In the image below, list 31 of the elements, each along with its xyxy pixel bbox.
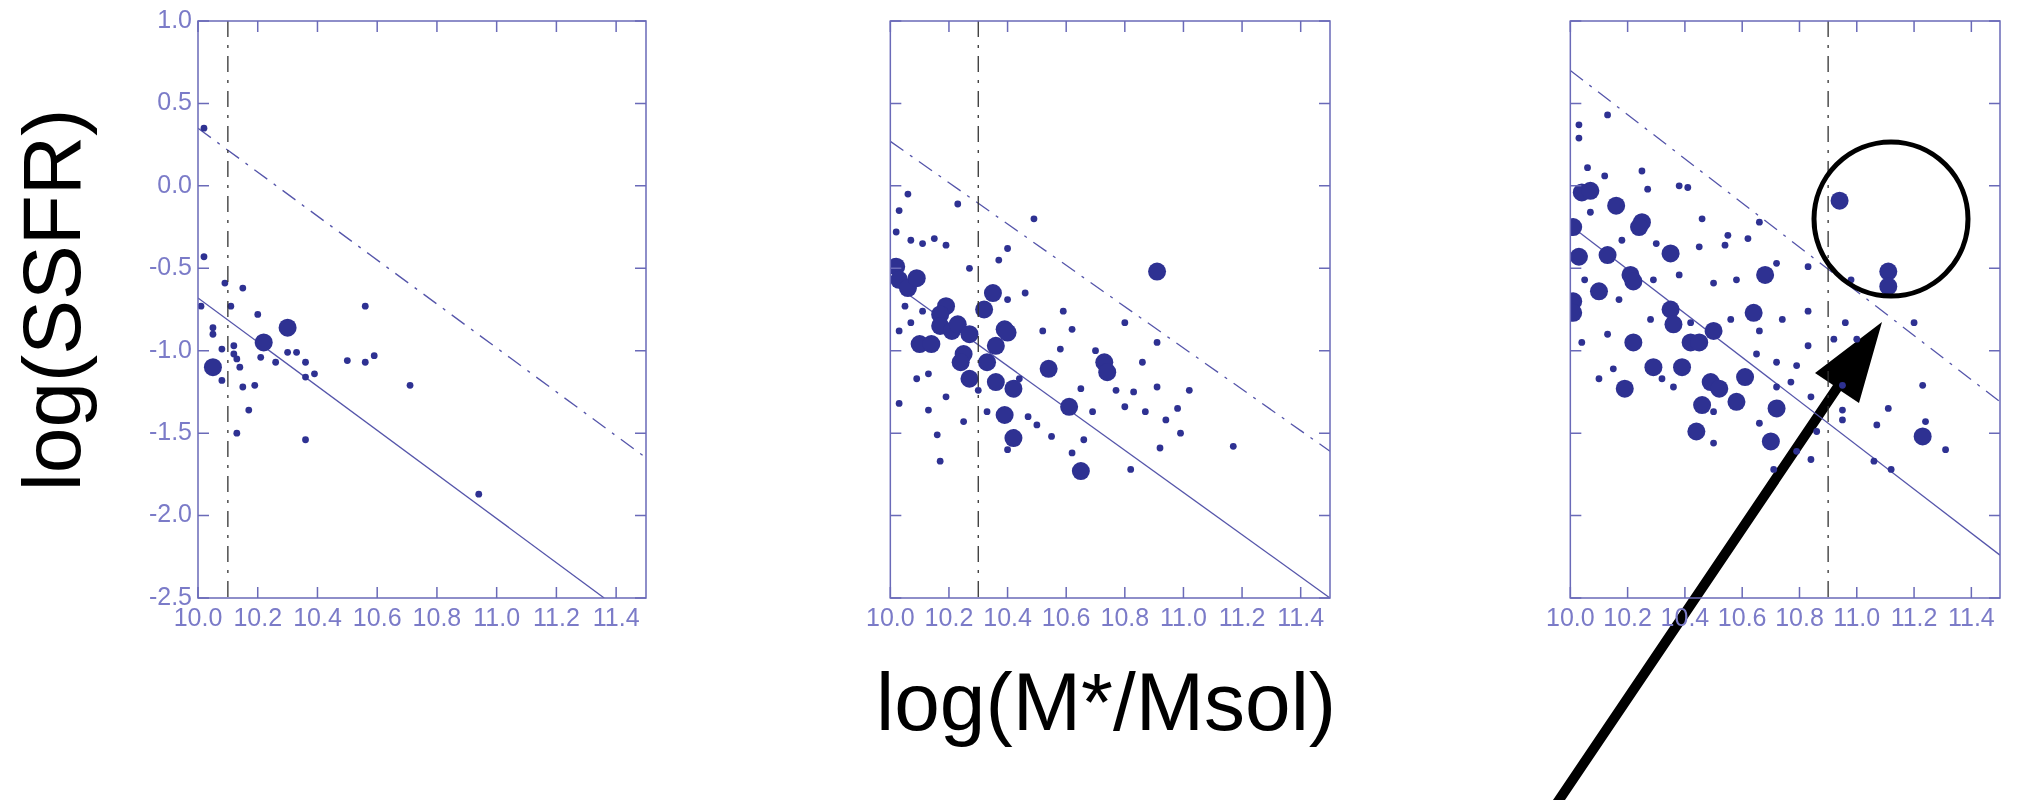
- y-tick-label: -1.5: [148, 417, 192, 446]
- x-tick-label: 10.2: [924, 602, 974, 631]
- x-tick-label: 10.6: [1717, 602, 1767, 631]
- x-tick-label: 10.2: [1603, 602, 1652, 631]
- x-tick-label: 10.8: [1775, 602, 1824, 631]
- x-axis-title: log(M*/Msol): [876, 655, 1337, 749]
- x-tick-label: 11.0: [473, 602, 521, 631]
- x-tick-label: 11.4: [1277, 602, 1325, 631]
- y-axis-title: log(SSFR): [4, 108, 98, 492]
- x-tick-label: 11.2: [1218, 602, 1266, 631]
- x-tick-label: 11.4: [1947, 602, 1995, 631]
- x-tick-label: 11.2: [532, 602, 580, 631]
- x-tick-label: 11.0: [1160, 602, 1207, 631]
- x-tick-label: 11.2: [1890, 602, 1938, 631]
- y-tick-label: -1.0: [148, 334, 192, 363]
- x-tick-label: 11.0: [1833, 602, 1881, 631]
- x-tick-label: 11.4: [592, 602, 640, 631]
- x-tick-label: 10.0: [1545, 602, 1595, 631]
- x-tick-label: 10.4: [983, 602, 1032, 631]
- x-tick-label: 10.6: [352, 602, 402, 631]
- x-tick-label: 10.8: [1100, 602, 1150, 631]
- x-tick-label: 10.8: [412, 602, 462, 631]
- x-tick-label: 10.0: [865, 602, 915, 631]
- y-tick-label: 1.0: [157, 4, 192, 33]
- x-tick-label: 10.2: [233, 602, 283, 631]
- y-tick-label: 0.5: [157, 87, 192, 116]
- x-tick-label: 10.4: [293, 602, 342, 631]
- y-tick-label: -0.5: [148, 252, 192, 281]
- y-tick-label: 0.0: [157, 169, 192, 198]
- x-tick-label: 10.6: [1041, 602, 1091, 631]
- y-tick-label: -2.0: [148, 499, 192, 528]
